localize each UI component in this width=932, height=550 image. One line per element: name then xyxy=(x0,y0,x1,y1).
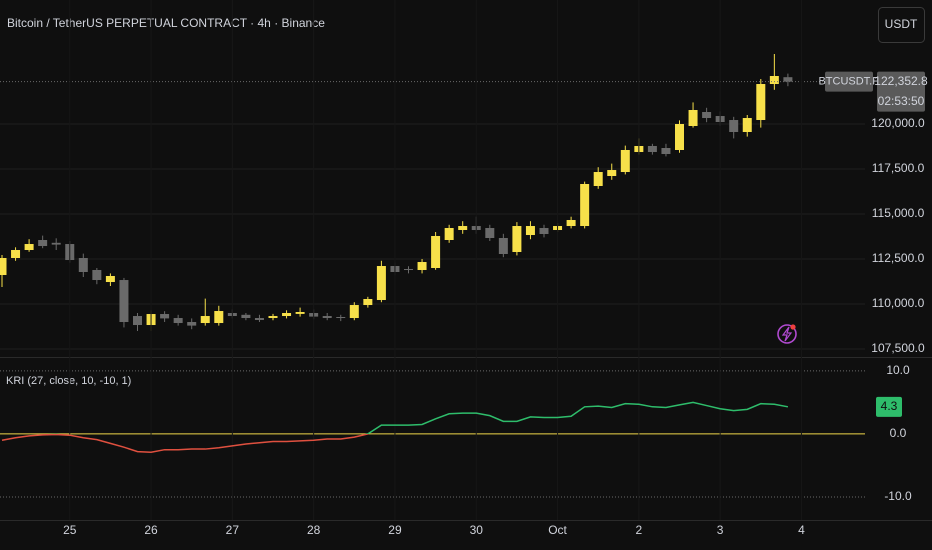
candle-body xyxy=(38,239,48,247)
candle-body xyxy=(282,313,292,317)
x-tick-label: 28 xyxy=(307,523,321,537)
x-tick-label: 25 xyxy=(63,523,77,537)
x-tick-label: 27 xyxy=(226,523,240,537)
candle-body xyxy=(539,228,549,235)
y-tick-label: 117,500.0 xyxy=(872,161,925,175)
candle-body xyxy=(214,311,224,324)
x-tick-label: 29 xyxy=(388,523,402,537)
x-tick-label: 30 xyxy=(470,523,484,537)
y-tick-label: -10.0 xyxy=(884,489,912,503)
y-tick-label: 10.0 xyxy=(886,363,910,377)
indicator-legend: KRI (27, close, 10, -10, 1) xyxy=(6,375,131,387)
candle-body xyxy=(105,275,115,283)
candle-body xyxy=(675,124,684,150)
y-tick-label: 120,000.0 xyxy=(871,116,925,130)
candle-body xyxy=(444,228,454,240)
candle-body xyxy=(51,242,61,245)
candle-body xyxy=(11,250,21,258)
candle-body xyxy=(431,236,441,269)
symbol-box xyxy=(825,71,873,92)
candle-body xyxy=(485,228,495,238)
candle-body xyxy=(620,149,630,173)
candle-body xyxy=(458,226,468,231)
symbol-label: BTCUSDT.P xyxy=(818,76,879,88)
x-tick-label: 26 xyxy=(144,523,158,537)
candle-body xyxy=(525,226,535,236)
price-box xyxy=(877,71,925,112)
candle-body xyxy=(349,305,359,319)
candle-body xyxy=(647,146,657,153)
candle-body xyxy=(498,238,508,255)
countdown-label: 02:53:50 xyxy=(878,94,925,108)
candle-body xyxy=(0,257,7,276)
x-tick-label: Oct xyxy=(548,523,567,537)
last-value-box xyxy=(876,396,902,417)
candle-body xyxy=(593,172,603,186)
candle-body xyxy=(133,316,142,326)
candle-body xyxy=(160,314,170,319)
candle-body xyxy=(295,311,305,314)
y-tick-label: 107,500.0 xyxy=(871,341,925,355)
candle-body xyxy=(322,316,332,319)
y-tick-label: 115,000.0 xyxy=(872,206,925,220)
candle-body xyxy=(512,226,522,253)
candle-body xyxy=(783,77,793,82)
x-tick-label: 2 xyxy=(636,523,643,537)
y-tick-label: 110,000.0 xyxy=(872,296,925,310)
candle-body xyxy=(756,84,766,121)
candle-body xyxy=(580,183,590,227)
candle-body xyxy=(187,322,197,326)
candle-body xyxy=(742,118,752,132)
candle-body xyxy=(688,109,698,127)
candle-body xyxy=(200,316,210,324)
candle-body xyxy=(24,244,34,251)
candle-body xyxy=(566,219,576,227)
candle-body xyxy=(173,318,183,324)
x-tick-label: 4 xyxy=(798,523,805,537)
candle-body xyxy=(92,270,102,281)
candle-body xyxy=(336,317,346,319)
candle-body xyxy=(607,170,617,177)
candle-body xyxy=(661,147,671,155)
candle-body xyxy=(769,75,779,85)
candle-body xyxy=(78,257,88,273)
candle-body xyxy=(254,318,264,321)
candle-body xyxy=(417,262,427,271)
chart-title: Bitcoin / TetherUS PERPETUAL CONTRACT · … xyxy=(7,16,325,30)
candle-body xyxy=(729,120,739,132)
indicator-line xyxy=(1,401,789,453)
candle-body xyxy=(268,316,278,319)
candle-body xyxy=(119,280,129,323)
candle-body xyxy=(404,269,413,271)
y-tick-label: 0.0 xyxy=(890,426,907,440)
x-tick-label: 3 xyxy=(717,523,724,537)
currency-button[interactable] xyxy=(878,7,925,43)
last-value-label: 4.3 xyxy=(881,399,898,413)
candle-body xyxy=(241,314,251,319)
candle-body xyxy=(363,299,373,306)
alert-icon[interactable] xyxy=(777,324,797,344)
candle-body xyxy=(702,111,712,119)
currency-button-label[interactable]: USDT xyxy=(885,17,918,31)
y-tick-label: 112,500.0 xyxy=(872,251,925,265)
last-price-label: 122,352.8 xyxy=(874,74,928,88)
candle-body xyxy=(376,266,386,301)
